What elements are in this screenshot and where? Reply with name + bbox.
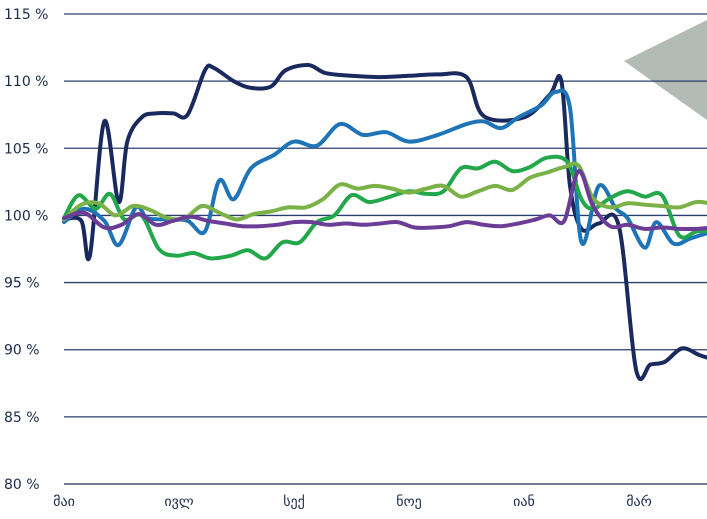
series-line-1 bbox=[62, 62, 707, 381]
y-tick-label: 85 % bbox=[4, 410, 40, 426]
decorative-triangle bbox=[624, 20, 707, 120]
x-tick-label: ნოე bbox=[396, 494, 421, 510]
x-tick-label: მაი bbox=[53, 494, 75, 510]
y-tick-label: 105 % bbox=[4, 141, 48, 157]
series-lines bbox=[62, 62, 707, 381]
series-line-5 bbox=[62, 169, 707, 232]
series-line-3 bbox=[62, 154, 707, 261]
x-tick-label: იან bbox=[513, 494, 535, 510]
y-axis-tick-labels: 80 % 85 % 90 % 95 % 100 % 105 % 110 % 115 % bbox=[4, 7, 48, 493]
x-tick-label: ივლ bbox=[164, 494, 193, 510]
y-tick-label: 110 % bbox=[4, 74, 48, 90]
x-tick-label: სექ bbox=[283, 494, 305, 510]
y-tick-label: 100 % bbox=[4, 208, 48, 224]
y-tick-label: 95 % bbox=[4, 276, 40, 292]
y-tick-label: 115 % bbox=[4, 7, 48, 23]
gridlines bbox=[64, 13, 707, 418]
x-tick-label: მარ bbox=[626, 493, 652, 510]
x-axis-tick-labels: მაი ივლ სექ ნოე იან მარ bbox=[53, 493, 652, 510]
series-line-4 bbox=[62, 161, 707, 222]
y-tick-label: 80 % bbox=[4, 477, 40, 493]
y-tick-label: 90 % bbox=[4, 343, 40, 359]
